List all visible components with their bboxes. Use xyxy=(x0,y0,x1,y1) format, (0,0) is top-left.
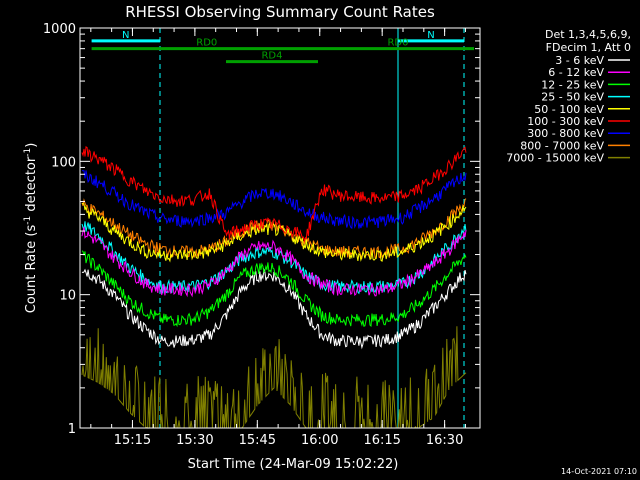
y-axis-ticks: 1 10 100 1000 xyxy=(43,22,480,437)
flag-label-1: N xyxy=(427,30,434,41)
y-tick-label-3: 1000 xyxy=(43,22,76,37)
flag-label-4: RD0 xyxy=(387,38,408,49)
y-tick-label-2: 100 xyxy=(51,155,76,170)
legend-header-line-1: Det 1,3,4,5,6,9, xyxy=(545,28,631,41)
x-tick-label-5: 16:30 xyxy=(426,433,463,448)
legend-label-8: 7000 - 15000 keV xyxy=(506,152,604,165)
legend-label-4: 50 - 100 keV xyxy=(534,103,604,116)
x-axis-ticks: 15:15 15:30 15:45 16:00 16:15 16:30 xyxy=(90,28,466,448)
legend-label-6: 300 - 800 keV xyxy=(527,127,604,140)
y-tick-label-1: 10 xyxy=(59,289,76,304)
series-layer xyxy=(81,146,467,429)
x-tick-label-0: 15:15 xyxy=(114,433,151,448)
series-line-5 xyxy=(81,146,467,243)
legend-label-0: 3 - 6 keV xyxy=(555,54,604,67)
plot-frame xyxy=(79,27,481,429)
legend-label-5: 100 - 300 keV xyxy=(527,115,604,128)
legend-label-1: 6 - 12 keV xyxy=(548,66,604,79)
x-axis-label: Start Time (24-Mar-09 15:02:22) xyxy=(188,457,399,472)
legend-header-line-2: FDecim 1, Att 0 xyxy=(546,41,631,54)
legend: Det 1,3,4,5,6,9, FDecim 1, Att 0 3 - 6 k… xyxy=(506,28,631,165)
x-tick-label-4: 16:15 xyxy=(363,433,400,448)
legend-label-7: 800 - 7000 keV xyxy=(520,139,604,152)
legend-label-2: 12 - 25 keV xyxy=(541,78,604,91)
y-axis-label: Count Rate (s-1 detector-1) xyxy=(23,143,39,314)
flag-label-3: RD4 xyxy=(261,51,282,62)
y-tick-label-0: 1 xyxy=(68,422,76,437)
series-line-6 xyxy=(81,170,467,230)
series-line-2 xyxy=(81,250,467,328)
chart-title: RHESSI Observing Summary Count Rates xyxy=(125,3,435,21)
timestamp: 14-Oct-2021 07:10 xyxy=(561,467,637,476)
flag-label-2: RD0 xyxy=(196,38,217,49)
x-tick-label-3: 16:00 xyxy=(301,433,338,448)
flag-segments: N N RD0 RD4 RD0 xyxy=(91,30,474,64)
flag-label-0: N xyxy=(122,30,129,41)
x-tick-label-1: 15:30 xyxy=(176,433,213,448)
x-tick-label-2: 15:45 xyxy=(239,433,276,448)
series-line-1 xyxy=(81,226,467,298)
series-line-4 xyxy=(81,202,467,263)
legend-label-3: 25 - 50 keV xyxy=(541,91,604,104)
